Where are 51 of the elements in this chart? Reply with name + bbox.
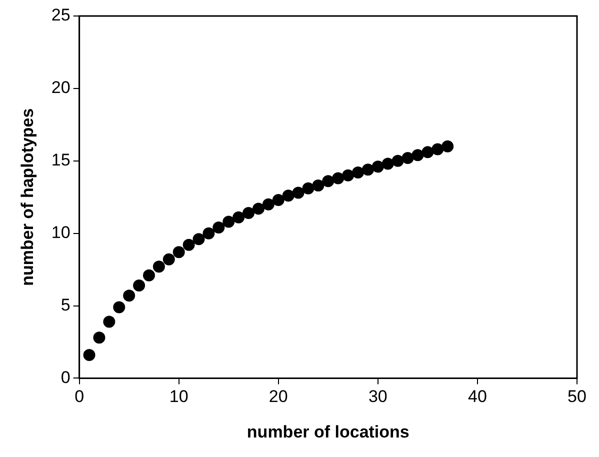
point [312, 180, 324, 192]
point [372, 160, 384, 173]
x-tick-label: 20 [268, 387, 288, 406]
point [113, 301, 126, 314]
x-tick-label: 0 [74, 387, 84, 406]
y-tick-label: 25 [51, 6, 70, 25]
y-tick-label: 15 [51, 150, 70, 170]
y-tick-label: 5 [60, 295, 70, 314]
point [272, 194, 284, 206]
point [412, 149, 424, 162]
point [352, 166, 364, 178]
point [432, 143, 444, 156]
point [282, 190, 294, 202]
x-tick-label: 30 [368, 387, 388, 406]
point [262, 198, 274, 210]
y-tick-label: 0 [60, 368, 70, 387]
point [252, 202, 264, 215]
point [332, 172, 344, 184]
point [402, 152, 414, 164]
point [362, 164, 374, 176]
point [342, 169, 354, 182]
x-tick-label: 40 [468, 387, 487, 406]
point [192, 233, 205, 246]
point [93, 332, 106, 344]
point [182, 238, 195, 251]
point [222, 216, 235, 228]
point [212, 222, 225, 234]
point [142, 269, 155, 282]
point [322, 175, 334, 188]
point [162, 253, 175, 266]
point [83, 349, 96, 362]
point [232, 211, 245, 224]
point [103, 316, 116, 328]
point [123, 290, 136, 302]
point [152, 260, 165, 273]
y-tick-label: 20 [51, 78, 70, 98]
point [172, 246, 185, 258]
y-axis-title: number of haplotypes [18, 108, 37, 286]
point [382, 158, 394, 170]
point [242, 207, 255, 220]
y-tick-label: 10 [51, 223, 70, 242]
x-axis-title: number of locations [246, 422, 410, 442]
x-tick-label: 50 [568, 387, 586, 406]
point [292, 186, 304, 199]
point [442, 140, 454, 152]
point [422, 146, 434, 158]
point [202, 227, 215, 240]
x-tick-label: 10 [169, 387, 188, 406]
point [133, 279, 146, 292]
point [302, 182, 314, 194]
point [392, 154, 404, 167]
